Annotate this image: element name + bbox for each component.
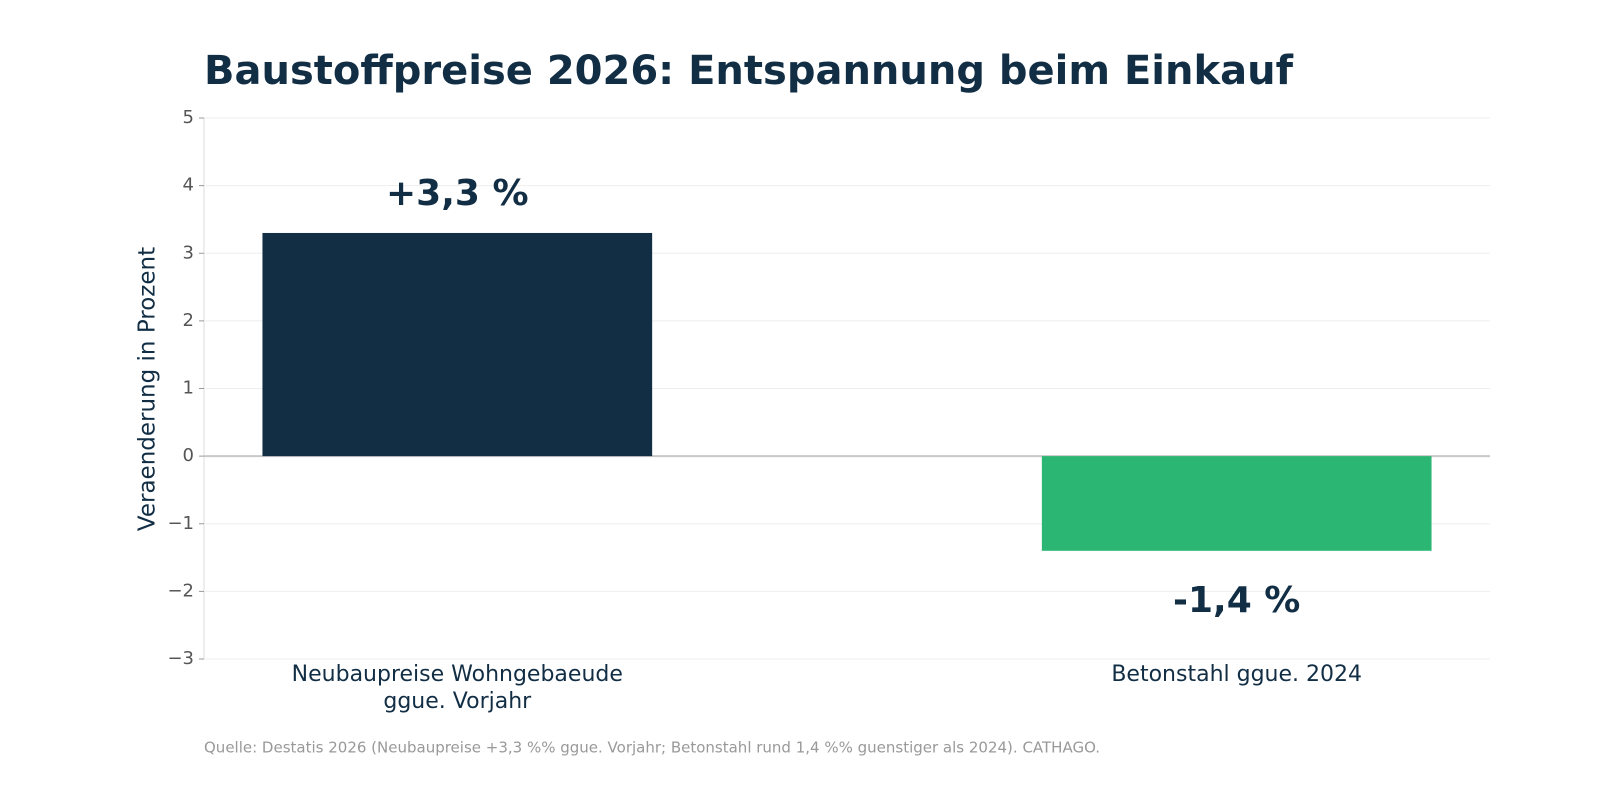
x-tick-label: Neubaupreise Wohngebaeude ggue. Vorjahr bbox=[291, 662, 623, 714]
y-tick-label: 5 bbox=[183, 107, 194, 128]
y-tick-label: −1 bbox=[167, 513, 194, 534]
y-tick-label: 0 bbox=[183, 445, 194, 466]
y-tick-label: 2 bbox=[183, 310, 194, 331]
y-tick-label: 4 bbox=[183, 175, 194, 196]
y-tick-label: −3 bbox=[167, 648, 194, 669]
x-tick-label: Betonstahl ggue. 2024 bbox=[1111, 662, 1363, 687]
bar bbox=[1041, 456, 1432, 551]
value-label: -1,4 % bbox=[1173, 580, 1300, 621]
value-label: +3,3 % bbox=[386, 173, 529, 214]
y-tick-label: 1 bbox=[183, 378, 194, 399]
bar bbox=[262, 232, 653, 457]
chart-title: Baustoffpreise 2026: Entspannung beim Ei… bbox=[204, 48, 1294, 94]
y-tick-label: 3 bbox=[183, 242, 194, 263]
y-tick-label: −2 bbox=[167, 580, 194, 601]
source-note: Quelle: Destatis 2026 (Neubaupreise +3,3… bbox=[204, 739, 1100, 757]
y-axis-label: Veraenderung in Prozent bbox=[135, 247, 161, 531]
